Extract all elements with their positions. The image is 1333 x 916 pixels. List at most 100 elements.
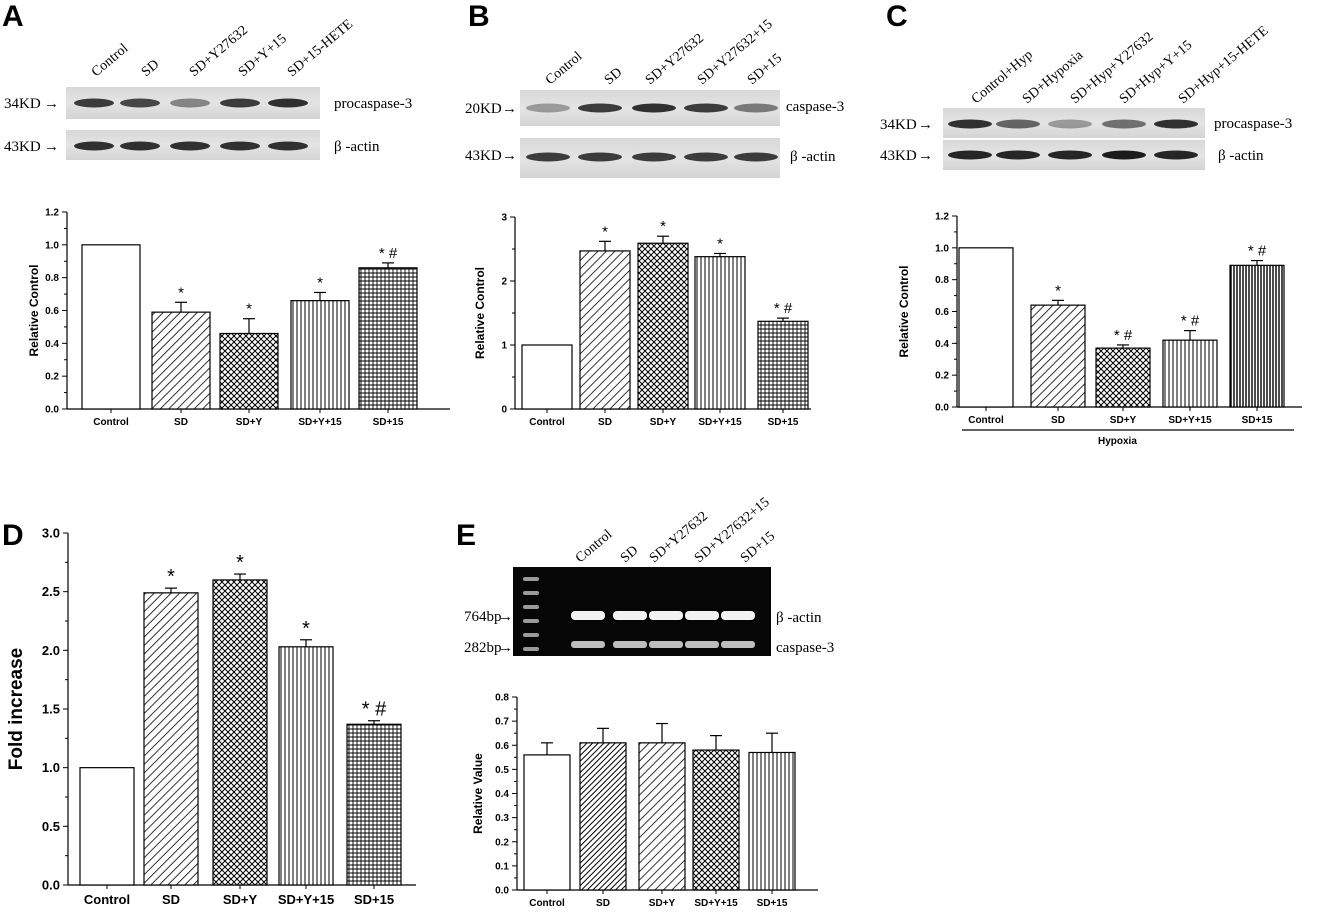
x-category-label: SD+15	[354, 892, 394, 907]
y-tick-label: 0.6	[45, 306, 59, 317]
y-axis-label: Relative Control	[27, 264, 41, 356]
y-tick-label: 1.2	[935, 212, 949, 223]
x-category-label: SD+Y+15	[1168, 415, 1212, 426]
bar	[521, 344, 573, 410]
y-tick-label: 0.8	[45, 273, 59, 284]
ladder-band	[523, 619, 539, 623]
gel-e-lane-labels: Control SD SD+Y27632 SD+Y27632+15 SD+15	[573, 495, 778, 566]
x-category-label: SD	[1051, 415, 1065, 426]
blot-b-lane-labels: Control SD SD+Y27632 SD+Y27632+15 SD+15	[543, 17, 785, 88]
significance-label: *	[302, 618, 310, 640]
blot-band	[996, 119, 1040, 129]
bar	[748, 751, 796, 891]
arrow-icon: →	[502, 148, 517, 164]
gel-band	[649, 611, 683, 620]
y-tick-label: 1.0	[935, 243, 949, 254]
blot-band	[120, 98, 160, 108]
x-category-label: Control	[529, 898, 565, 909]
y-tick-label: 0.6	[935, 307, 949, 318]
gel-band	[649, 641, 683, 648]
gel-band	[685, 641, 719, 648]
arrow-icon: →	[918, 148, 933, 164]
significance-label: *	[236, 552, 244, 574]
x-category-label: SD	[174, 417, 188, 428]
y-tick-label: 3	[501, 213, 507, 224]
blot-band	[120, 141, 160, 151]
y-axis-label: Relative Value	[471, 753, 485, 834]
significance-label: *	[246, 301, 252, 318]
lane-label: SD	[602, 65, 625, 88]
lane-label: Control	[543, 49, 585, 88]
lane-label: SD+15-HETE	[285, 17, 356, 80]
y-tick-label: 0.4	[45, 339, 59, 350]
bar	[346, 723, 402, 886]
y-tick-label: 0.2	[935, 371, 949, 382]
product-label: β -actin	[776, 610, 822, 626]
blot-band	[632, 152, 676, 162]
y-axis-label: Fold increase	[6, 648, 27, 771]
gel-band	[721, 611, 755, 620]
ladder-band	[523, 577, 539, 581]
blot-band	[170, 141, 210, 151]
y-tick-label: 0.4	[935, 339, 949, 350]
x-category-label: Control	[93, 417, 129, 428]
bar	[81, 244, 141, 410]
protein-label: β -actin	[790, 149, 836, 165]
marker-label: 282bp	[464, 640, 502, 656]
gel-e-bands	[523, 577, 755, 651]
y-tick-label: 2.5	[42, 584, 60, 599]
panel-letter-b: B	[468, 0, 490, 33]
blot-band	[74, 98, 114, 108]
blot-band	[526, 103, 570, 113]
y-tick-label: 0.4	[495, 789, 509, 800]
bar	[637, 242, 689, 410]
x-category-label: Control	[968, 415, 1004, 426]
blot-band	[1048, 119, 1092, 129]
y-tick-label: 1.0	[45, 240, 59, 251]
marker-label: 43KD	[880, 148, 917, 164]
significance-label: *	[178, 284, 184, 301]
y-tick-label: 2	[501, 277, 507, 288]
bar	[79, 767, 135, 886]
x-category-label: SD+Y+15	[694, 898, 738, 909]
significance-label: * #	[379, 245, 398, 262]
marker-label: 20KD	[465, 101, 502, 117]
significance-label: *	[602, 223, 608, 240]
y-tick-label: 0.2	[45, 372, 59, 383]
y-tick-label: 1.0	[42, 760, 60, 775]
arrow-icon: →	[498, 609, 513, 625]
gel-band	[571, 641, 605, 648]
protein-label: β -actin	[1218, 148, 1264, 164]
y-tick-label: 0.3	[495, 813, 509, 824]
ladder-band	[523, 633, 539, 637]
marker-label: 34KD	[880, 117, 917, 133]
marker-label: 764bp	[464, 609, 502, 625]
arrow-icon: →	[44, 139, 59, 155]
panel-letter-c: C	[886, 0, 908, 33]
lane-label: SD	[618, 543, 641, 566]
gel-band	[721, 641, 755, 648]
significance-label: * #	[362, 699, 387, 721]
y-tick-label: 0.0	[935, 403, 949, 414]
y-tick-label: 0.0	[42, 878, 60, 893]
lane-label: SD+Y27632+15	[692, 495, 773, 566]
bar-chart-e: 0.0 0.1 0.2 0.3 0.4 0.5 0.6 0.7 0.8 Control SD SD+Y…	[471, 693, 818, 909]
y-tick-label: 1.2	[45, 208, 59, 219]
y-axis-label: Relative Control	[473, 267, 487, 359]
x-category-label: SD	[596, 898, 610, 909]
y-tick-label: 1	[501, 341, 507, 352]
bar-chart-a: 0.0 0.2 0.4 0.6 0.8 1.0 1.2 Control SD * SD+Y * SD+Y…	[27, 208, 450, 428]
bar	[278, 646, 334, 886]
y-tick-label: 1.5	[42, 702, 60, 717]
y-tick-label: 0.2	[495, 837, 509, 848]
blot-band	[220, 98, 260, 108]
group-label: Hypoxia	[1098, 436, 1137, 447]
panel-letter-d: D	[2, 519, 24, 552]
bar	[958, 247, 1014, 408]
blot-band	[684, 103, 728, 113]
blot-band	[268, 98, 308, 108]
blot-b: Control SD SD+Y27632 SD+Y27632+15 SD+15 …	[465, 17, 844, 178]
x-category-label: SD+15	[757, 898, 788, 909]
significance-label: *	[717, 235, 723, 252]
x-category-label: SD+15	[1242, 415, 1273, 426]
